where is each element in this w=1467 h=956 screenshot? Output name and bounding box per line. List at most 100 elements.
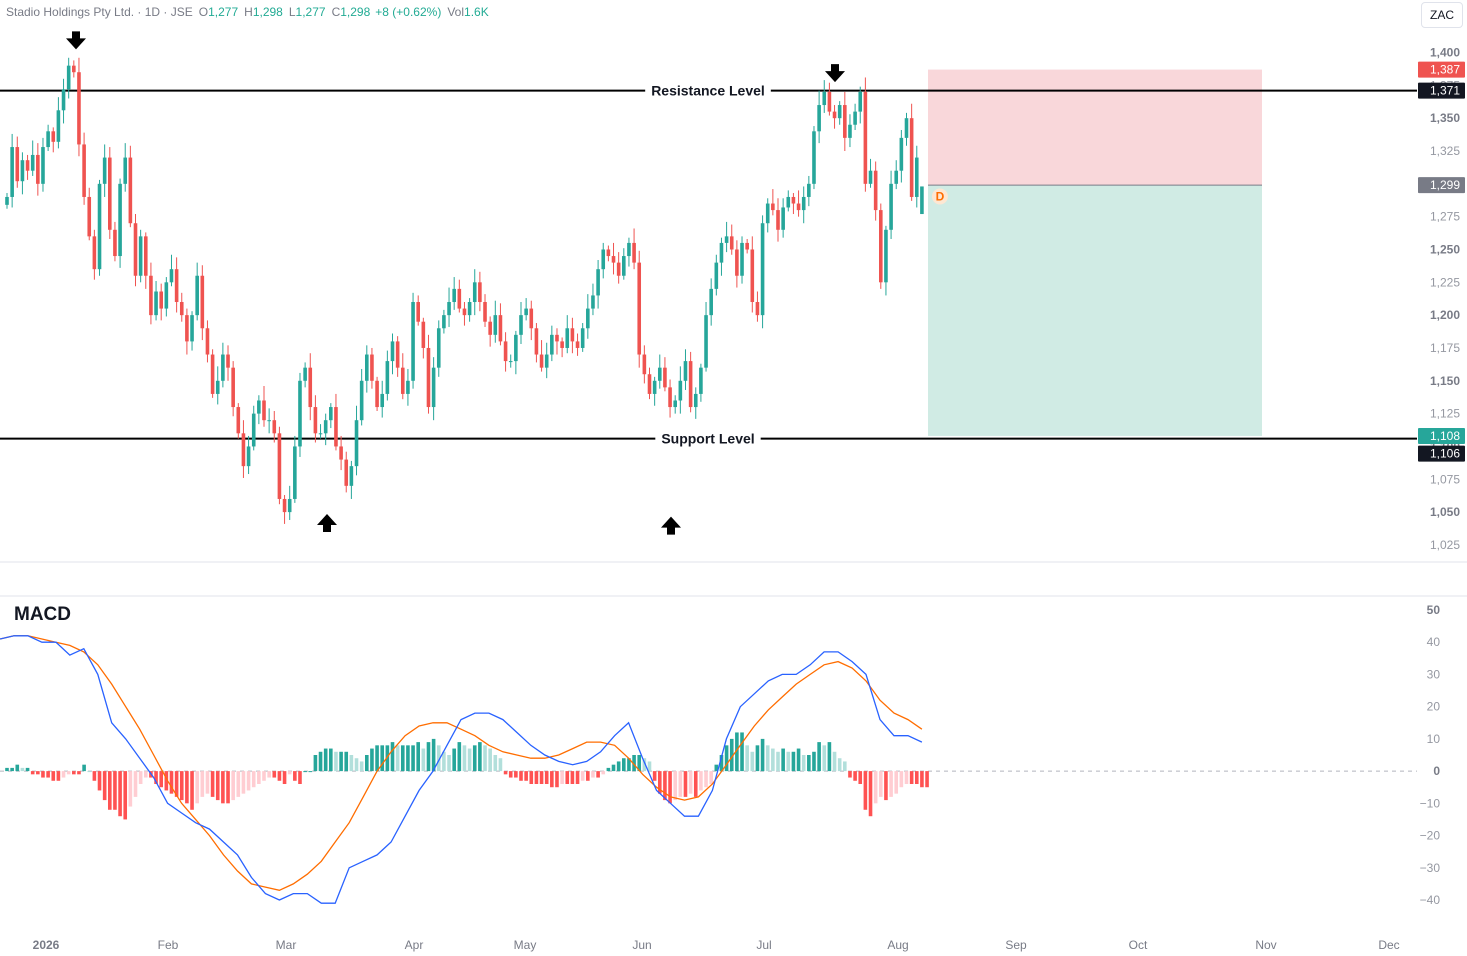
price-tick: 1,400 <box>1430 46 1460 60</box>
macd-hist-bar <box>87 771 92 773</box>
macd-hist-bar <box>72 771 76 775</box>
macd-hist-bar <box>143 771 148 778</box>
candle-7 <box>41 137 45 192</box>
candle-87 <box>452 277 456 310</box>
candle-55 <box>287 485 292 520</box>
candle-21 <box>113 221 117 262</box>
candle-56 <box>293 435 297 503</box>
macd-hist-bar <box>272 771 277 778</box>
macd-hist-bar <box>611 764 616 772</box>
time-tick: 2026 <box>33 938 60 952</box>
candle-97 <box>503 332 508 372</box>
candle-41 <box>215 366 220 405</box>
candle-73 <box>380 380 385 418</box>
macd-hist-bar <box>46 771 50 778</box>
macd-hist-bar <box>755 745 760 772</box>
candle-172 <box>889 170 893 239</box>
candle-11 <box>61 78 66 124</box>
legend-header[interactable]: Stadio Holdings Pty Ltd. · 1D · JSE O 1,2… <box>6 5 489 19</box>
candle-125 <box>647 367 652 400</box>
candle-85 <box>442 309 446 334</box>
symbol-name[interactable]: Stadio Holdings Pty Ltd. <box>6 5 135 19</box>
macd-hist-bar <box>570 771 575 784</box>
stop-zone[interactable] <box>928 69 1262 186</box>
macd-hist-bar <box>565 771 570 784</box>
candle-153 <box>791 193 796 215</box>
macd-tick: −20 <box>1420 829 1441 843</box>
macd-hist-bar <box>344 751 349 772</box>
macd-hist-bar <box>904 771 909 784</box>
macd-hist-bar <box>709 771 713 784</box>
candle-120 <box>622 248 626 280</box>
candle-128 <box>663 357 667 392</box>
interval[interactable]: 1D <box>144 5 161 19</box>
macd-hist-bar <box>791 751 796 772</box>
currency-button[interactable]: ZAC <box>1421 2 1463 28</box>
macd-hist-bar <box>303 771 307 773</box>
candle-49 <box>257 395 261 425</box>
candle-16 <box>87 187 92 241</box>
price-tag-1: 1,371 <box>1418 82 1465 99</box>
macd-hist-bar <box>894 771 899 794</box>
price-tick: 1,325 <box>1430 144 1460 158</box>
candle-99 <box>514 330 518 375</box>
macd-hist-bar <box>313 755 318 772</box>
open-label: O <box>198 5 209 19</box>
macd-hist-bar <box>519 771 523 781</box>
event-marker-bg[interactable] <box>931 188 948 205</box>
candle-62 <box>323 413 328 446</box>
macd-hist-bar <box>113 771 117 810</box>
macd-hist-bar <box>853 771 857 781</box>
candle-65 <box>339 435 343 471</box>
macd-title: MACD <box>14 604 71 625</box>
macd-pane[interactable] <box>0 635 1417 904</box>
event-marker[interactable]: D <box>936 189 945 203</box>
macd-hist-bar <box>822 745 827 772</box>
candle-46 <box>241 420 246 478</box>
price-tags: 1,387 1,371 1,299 1,108 1,106 <box>1418 61 1465 462</box>
candle-58 <box>303 362 307 388</box>
candle-44 <box>231 361 235 417</box>
candle-119 <box>616 252 621 284</box>
price-tag-2: 1,299 <box>1418 177 1465 194</box>
candle-48 <box>251 405 256 451</box>
candle-60 <box>313 395 318 443</box>
candle-30 <box>159 283 163 321</box>
candle-127 <box>657 354 662 389</box>
macd-hist-bar <box>627 758 631 772</box>
macd-hist-bar <box>848 771 852 778</box>
time-axis[interactable]: 2026 Feb Mar Apr May Jun Jul Aug Sep Oct Nov Dec <box>33 938 1400 952</box>
candle-158 <box>817 90 821 144</box>
macd-hist-bar <box>832 751 837 772</box>
candle-37 <box>195 262 199 321</box>
price-tick: 1,225 <box>1430 275 1460 289</box>
candle-157 <box>812 126 816 190</box>
candle-131 <box>678 366 683 414</box>
macd-hist-bar <box>724 745 729 772</box>
candle-165 <box>853 103 857 130</box>
target-zone[interactable] <box>928 185 1262 436</box>
candle-59 <box>308 353 313 421</box>
candle-27 <box>143 232 148 289</box>
macd-hist-bar <box>863 771 868 810</box>
macd-hist-bar <box>431 738 436 772</box>
candle-149 <box>771 189 775 216</box>
time-tick: Sep <box>1005 938 1027 952</box>
macd-hist-bar <box>30 771 35 775</box>
candle-135 <box>699 363 703 402</box>
macd-hist-bar <box>154 771 158 784</box>
price-tick: 1,075 <box>1430 472 1460 486</box>
candle-45 <box>236 403 241 439</box>
macd-hist-bar <box>123 771 128 820</box>
svg-text:1,299: 1,299 <box>1430 178 1460 192</box>
macd-hist-bar <box>10 767 14 772</box>
macd-hist-bar <box>66 771 71 775</box>
macd-hist-bar <box>683 771 688 797</box>
macd-hist-bar <box>493 755 498 772</box>
macd-tick: −30 <box>1420 861 1441 875</box>
candle-29 <box>154 281 158 321</box>
macd-hist-bar <box>925 771 929 788</box>
macd-tick: 40 <box>1427 635 1441 649</box>
macd-hist-bar <box>580 771 585 781</box>
